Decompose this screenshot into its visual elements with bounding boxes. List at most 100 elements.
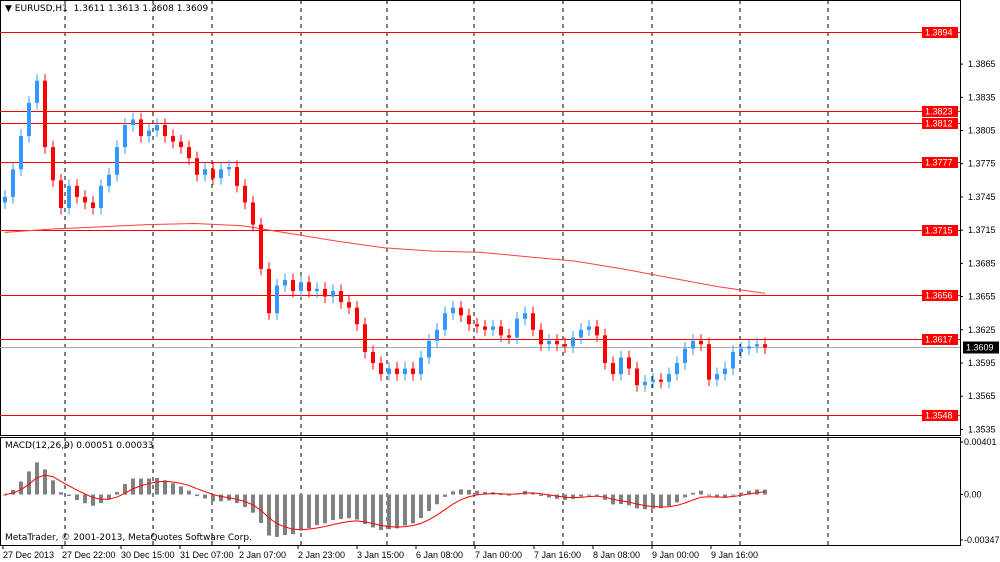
macd-histogram-bar [579,494,583,497]
macd-histogram-bar [443,494,447,497]
bull-candle [547,340,551,345]
macd-histogram-bar [555,494,559,499]
level-price-label: 1.3656 [925,291,953,301]
bull-candle [715,374,719,380]
bull-candle [219,169,223,179]
bear-candle [291,279,295,292]
level-price-badge [922,106,958,117]
macd-histogram-bar [323,494,327,524]
macd-histogram-bar [339,494,343,519]
bear-candle [267,268,271,314]
macd-histogram-bar [307,494,311,529]
bull-candle [11,169,15,197]
bull-candle [675,362,679,375]
bull-candle [123,124,127,148]
bear-candle [251,202,255,225]
bear-candle [603,335,607,363]
bull-candle [331,291,335,297]
macd-histogram-bar [243,494,247,508]
bear-candle [539,329,543,345]
bull-candle [747,346,751,349]
macd-histogram-bar [643,494,647,510]
macd-histogram-bar [235,494,239,504]
macd-histogram-bar [731,494,735,496]
time-label: 31 Dec 07:00 [180,550,234,560]
level-price-label: 1.3812 [925,119,953,129]
bull-candle [315,288,319,292]
macd-histogram-bar [395,494,399,529]
moving-average-line [4,223,766,294]
bear-candle [507,335,511,338]
bear-candle [595,326,599,336]
level-price-badge [922,225,958,236]
bear-candle [483,326,487,330]
current-price-label: 1.3609 [966,343,994,353]
bear-candle [51,147,55,181]
level-price-badge [922,334,958,345]
bull-candle [691,340,695,349]
level-price-label: 1.3777 [925,158,953,168]
macd-histogram-bar [531,492,535,495]
time-label: 7 Jan 00:00 [475,550,522,560]
macd-histogram-bar [195,494,199,497]
bull-candle [67,185,71,209]
level-price-label: 1.3617 [925,335,953,345]
bull-candle [619,357,623,375]
macd-histogram-bar [355,494,359,520]
macd-histogram-bar [723,494,727,498]
macd-histogram-bar [363,494,367,525]
macd-histogram-bar [299,494,303,531]
dropdown-icon[interactable]: ▼ [5,4,12,14]
bear-candle [307,282,311,292]
bull-candle [731,351,735,369]
bull-candle [283,279,287,286]
macd-histogram-bar [403,494,407,526]
macd-histogram-bar [747,490,751,495]
bull-candle [275,285,279,314]
macd-histogram-bar [435,494,439,505]
macd-histogram-bar [459,489,463,495]
macd-histogram-bar [499,494,503,496]
bear-candle [91,202,95,209]
macd-histogram-bar [51,480,55,495]
bear-candle [363,324,367,352]
level-price-label: 1.3894 [925,28,953,38]
macd-histogram-bar [635,494,639,509]
bull-candle [643,381,647,386]
bull-candle [35,80,39,103]
macd-histogram-bar [91,494,95,506]
macd-histogram-bar [259,494,263,523]
macd-histogram-bar [619,494,623,505]
price-tick-label: 1.3835 [968,92,996,102]
macd-histogram-bar [123,483,127,495]
time-label: 27 Dec 22:00 [62,550,116,560]
chart-header: ▼ EURUSD,H1 1.3611 1.3613 1.3608 1.3609 [5,4,208,14]
macd-histogram-bar [419,494,423,519]
level-price-label: 1.3548 [925,411,953,421]
bear-candle [499,326,503,336]
bull-candle [523,313,527,319]
bear-candle [475,324,479,327]
macd-histogram-bar [667,494,671,507]
bear-candle [699,340,703,345]
price-tick-label: 1.3595 [968,358,996,368]
bear-candle [243,185,247,203]
ohlc-values: 1.3611 1.3613 1.3608 1.3609 [73,4,209,14]
macd-signal-line [4,474,766,531]
macd-pane-border [0,437,961,546]
macd-histogram-bar [27,471,31,495]
bull-candle [155,124,159,131]
macd-histogram-bar [139,478,143,495]
bull-candle [451,307,455,314]
macd-label: MACD(12,26,9) 0.00051 0.00033 [5,441,154,451]
macd-histogram-bar [347,494,351,519]
bear-candle [43,80,47,148]
price-tick-label: 1.3625 [968,325,996,335]
macd-histogram-bar [219,494,223,502]
macd-histogram-bar [203,494,207,499]
price-tick-label: 1.3565 [968,391,996,401]
macd-histogram-bar [283,494,287,536]
macd-histogram-bar [131,478,135,495]
